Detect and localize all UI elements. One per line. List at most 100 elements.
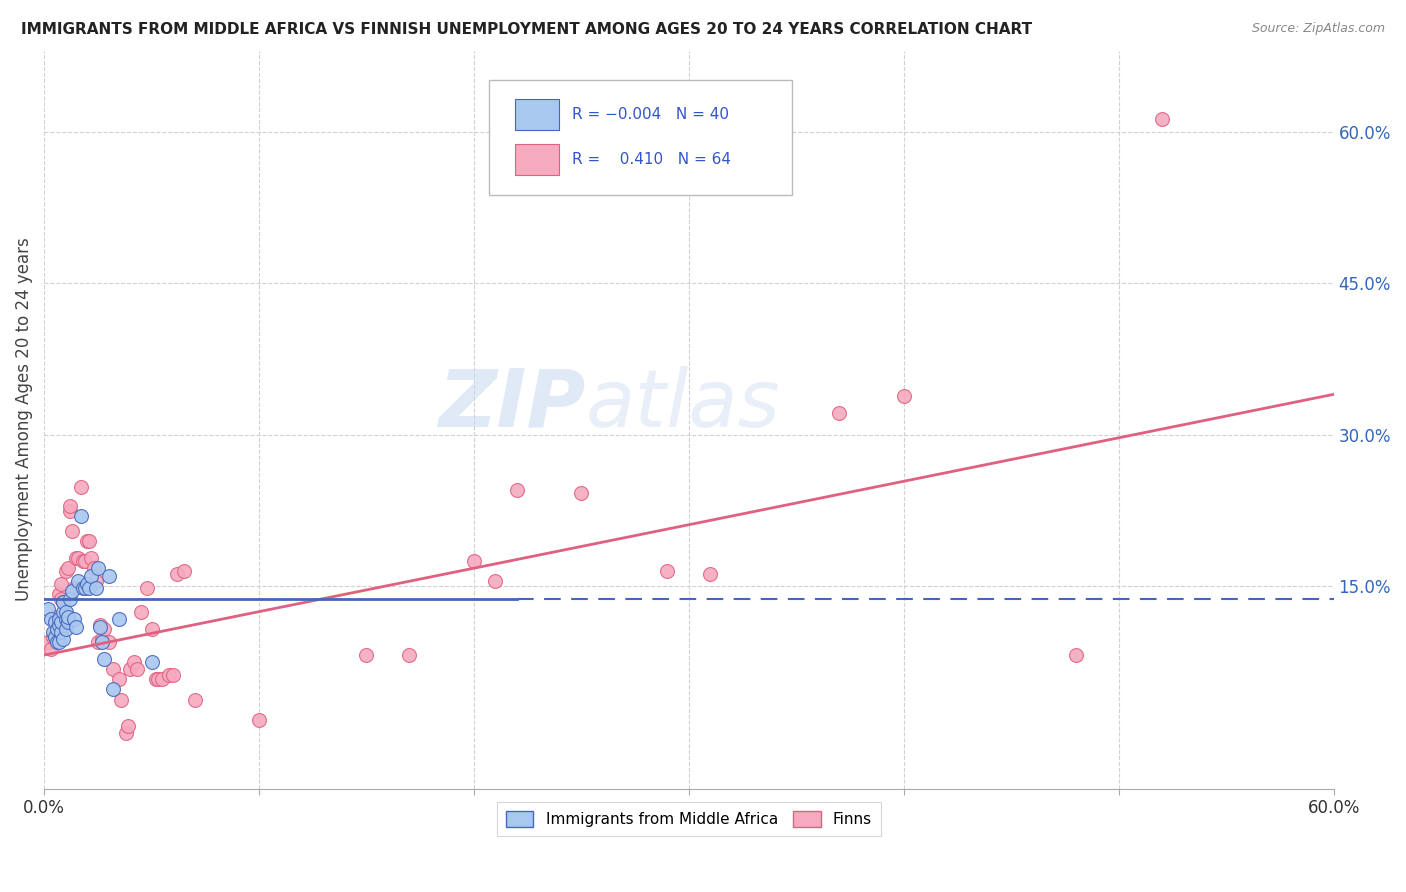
Point: [44, 630, 66, 644]
Point: [37, 635, 59, 649]
Point: [60, 584, 83, 599]
Point: [48, 587, 70, 601]
Point: [117, 719, 139, 733]
Point: [41, 630, 63, 644]
FancyBboxPatch shape: [515, 99, 558, 129]
Point: [48, 635, 70, 649]
Point: [59, 499, 82, 513]
Point: [699, 567, 721, 582]
Point: [46, 632, 69, 646]
Point: [51, 591, 73, 606]
Y-axis label: Unemployment Among Ages 20 to 24 years: Unemployment Among Ages 20 to 24 years: [15, 238, 32, 601]
Point: [183, 692, 205, 706]
Point: [893, 389, 915, 403]
Text: atlas: atlas: [586, 366, 780, 444]
Point: [162, 668, 184, 682]
Point: [59, 591, 82, 606]
Point: [37, 601, 59, 615]
Text: IMMIGRANTS FROM MIDDLE AFRICA VS FINNISH UNEMPLOYMENT AMONG AGES 20 TO 24 YEARS : IMMIGRANTS FROM MIDDLE AFRICA VS FINNISH…: [21, 22, 1032, 37]
Point: [89, 620, 111, 634]
Point: [145, 673, 167, 687]
Point: [56, 561, 79, 575]
Point: [59, 503, 82, 517]
Point: [77, 582, 100, 596]
Point: [51, 577, 73, 591]
Text: Source: ZipAtlas.com: Source: ZipAtlas.com: [1251, 22, 1385, 36]
Point: [101, 662, 124, 676]
Point: [828, 405, 851, 419]
Point: [93, 652, 115, 666]
FancyBboxPatch shape: [489, 80, 792, 194]
Point: [93, 622, 115, 636]
Point: [1064, 648, 1087, 662]
Point: [87, 561, 110, 575]
Point: [56, 615, 79, 629]
Point: [48, 617, 70, 632]
Point: [46, 635, 69, 649]
Point: [44, 624, 66, 639]
Point: [73, 582, 96, 596]
Point: [52, 605, 75, 619]
Point: [87, 635, 110, 649]
Point: [39, 642, 62, 657]
Point: [356, 648, 378, 662]
Point: [157, 668, 180, 682]
Point: [77, 533, 100, 548]
Point: [657, 564, 679, 578]
Point: [52, 594, 75, 608]
Point: [141, 655, 163, 669]
Point: [173, 564, 195, 578]
Point: [69, 508, 91, 523]
Point: [108, 673, 131, 687]
Point: [67, 574, 90, 589]
Point: [51, 615, 73, 629]
Point: [56, 609, 79, 624]
Point: [120, 662, 142, 676]
Point: [97, 569, 120, 583]
Point: [506, 483, 529, 498]
Point: [72, 554, 94, 568]
Point: [39, 612, 62, 626]
Point: [65, 551, 87, 566]
Point: [125, 662, 148, 676]
Point: [69, 480, 91, 494]
Point: [44, 609, 66, 624]
Point: [76, 577, 98, 591]
Text: R = −0.004   N = 40: R = −0.004 N = 40: [571, 107, 728, 121]
Point: [97, 635, 120, 649]
Point: [63, 612, 86, 626]
Point: [73, 554, 96, 568]
Point: [55, 612, 77, 626]
Point: [124, 655, 146, 669]
Point: [55, 564, 77, 578]
Point: [80, 569, 103, 583]
Point: [114, 726, 136, 740]
Point: [55, 605, 77, 619]
Point: [141, 622, 163, 636]
Point: [67, 551, 90, 566]
FancyBboxPatch shape: [515, 145, 558, 176]
Point: [166, 567, 188, 582]
Text: ZIP: ZIP: [439, 366, 586, 444]
Point: [136, 582, 159, 596]
Point: [84, 574, 107, 589]
Point: [51, 624, 73, 639]
Point: [484, 574, 506, 589]
Point: [91, 632, 114, 646]
Point: [48, 612, 70, 626]
Point: [84, 582, 107, 596]
Point: [398, 648, 420, 662]
Point: [108, 612, 131, 626]
Point: [55, 622, 77, 636]
Point: [60, 524, 83, 538]
Point: [65, 620, 87, 634]
Point: [46, 622, 69, 636]
Point: [463, 554, 485, 568]
Legend: Immigrants from Middle Africa, Finns: Immigrants from Middle Africa, Finns: [496, 802, 882, 836]
Point: [83, 561, 105, 575]
Point: [101, 682, 124, 697]
Point: [571, 486, 593, 500]
Point: [247, 713, 270, 727]
Point: [52, 632, 75, 646]
Point: [76, 533, 98, 548]
